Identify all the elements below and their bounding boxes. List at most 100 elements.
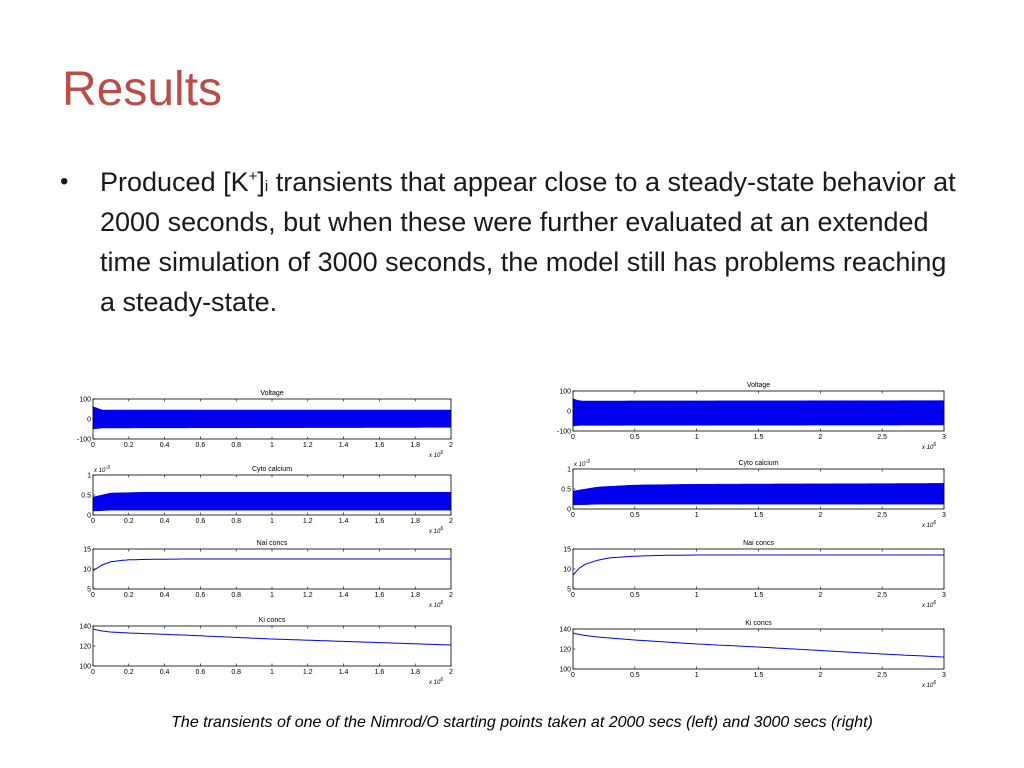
subplot-nai-concs: Nai concs 0 0.5 1 1.5 2 2.5 3 5 10 15 x 106 (563, 540, 946, 609)
bullet-item: • Produced [K+]i transients that appear … (60, 162, 960, 322)
x-tick-label: 3 (942, 512, 946, 519)
x-tick-label: 0.4 (160, 669, 170, 676)
x-tick-label: 1 (695, 592, 699, 599)
x-tick-label: 1.6 (375, 518, 385, 525)
axes-box (92, 625, 452, 667)
y-tick-label: 100 (79, 664, 91, 671)
x-tick-label: 0.8 (231, 592, 241, 599)
x-multiplier: x 106 (428, 450, 443, 459)
x-tick-label: 0.5 (630, 592, 640, 599)
x-tick-label: 3 (942, 592, 946, 599)
y-tick-label: -100 (557, 429, 571, 436)
subplot-title: Cyto calcium (252, 466, 292, 473)
y-tick-label: 0.5 (561, 487, 571, 494)
series-line (92, 628, 452, 646)
y-tick-label: 120 (79, 644, 91, 651)
y-tick-label: 0 (567, 507, 571, 514)
x-tick-label: 0 (91, 669, 95, 676)
bullet-subscript: i (264, 178, 269, 195)
y-scale-exponent: -3 (105, 465, 110, 471)
x-tick-label: 2 (818, 672, 822, 679)
x-tick-label: 1.2 (303, 442, 313, 449)
y-tick-label: 10 (83, 567, 91, 574)
y-tick-label: 0 (87, 417, 91, 424)
x-tick-label: 1.6 (375, 592, 385, 599)
x-tick-label: 1.4 (339, 442, 349, 449)
oscillation-band (92, 491, 452, 512)
y-tick-label: 100 (559, 389, 571, 396)
x-tick-label: 1.8 (410, 669, 420, 676)
x-tick-label: 1.4 (339, 669, 349, 676)
x-tick-label: 0.8 (231, 669, 241, 676)
x-tick-label: 2.5 (877, 672, 887, 679)
x-multiplier: x 106 (921, 442, 936, 451)
x-tick-label: 1.6 (375, 669, 385, 676)
x-tick-label: 1.2 (303, 592, 313, 599)
x-tick-label: 1.4 (339, 518, 349, 525)
x-tick-label: 1 (270, 442, 274, 449)
x-tick-label: 0.4 (160, 592, 170, 599)
series-line (92, 558, 451, 572)
figure-caption: The transients of one of the Nimrod/O st… (171, 714, 873, 731)
oscillation-band (572, 398, 945, 427)
subplot-title: Ki concs (745, 620, 772, 627)
y-tick-label: 100 (79, 397, 91, 404)
y-tick-label: 10 (563, 567, 571, 574)
subplot-ki-concs: Ki concs 0 0.5 1 1.5 2 2.5 3 100 120 140 x 106 (559, 620, 946, 689)
x-tick-label: 0.6 (196, 592, 206, 599)
x-tick-label: 0.6 (196, 518, 206, 525)
y-tick-label: 120 (559, 647, 571, 654)
x-tick-label: 2.5 (877, 592, 887, 599)
x-tick-label: 1.2 (303, 669, 313, 676)
x-multiplier-exponent: 6 (933, 680, 936, 686)
bullet-text: Produced [K+]i transients that appear cl… (100, 162, 960, 322)
x-tick-label: 2 (449, 669, 453, 676)
x-tick-label: 1.5 (754, 672, 764, 679)
y-scale-factor: x 10-3 (573, 459, 590, 468)
x-tick-label: 2 (449, 518, 453, 525)
x-tick-label: 0.2 (124, 518, 134, 525)
bullet-superscript: + (248, 168, 258, 185)
subplot-title: Nai concs (743, 540, 774, 547)
x-tick-label: 1.2 (303, 518, 313, 525)
x-multiplier-exponent: 6 (440, 450, 443, 456)
x-tick-label: 2 (818, 512, 822, 519)
x-tick-label: 2.5 (877, 512, 887, 519)
x-tick-label: 1 (695, 672, 699, 679)
x-tick-label: 0 (91, 442, 95, 449)
x-tick-label: 0.5 (630, 434, 640, 441)
x-multiplier: x 106 (921, 520, 936, 529)
bullet-text-before: Produced [K (100, 167, 249, 197)
x-tick-label: 0.8 (231, 518, 241, 525)
y-tick-label: 0 (567, 409, 571, 416)
x-tick-label: 2 (449, 592, 453, 599)
x-tick-label: 0.4 (160, 442, 170, 449)
y-scale-exponent: -3 (585, 459, 590, 465)
oscillation-band (92, 406, 452, 430)
x-tick-label: 0.2 (124, 592, 134, 599)
x-tick-label: 1 (695, 512, 699, 519)
x-tick-label: 2 (818, 592, 822, 599)
x-tick-label: 0.6 (196, 669, 206, 676)
y-tick-label: -100 (77, 437, 91, 444)
x-tick-label: 0 (91, 518, 95, 525)
x-multiplier-exponent: 6 (933, 600, 936, 606)
x-tick-label: 1 (270, 518, 274, 525)
x-multiplier: x 106 (921, 680, 936, 689)
x-tick-label: 1 (695, 434, 699, 441)
x-multiplier-exponent: 6 (440, 526, 443, 532)
subplot-cyto-calcium: Cyto calcium 0 0.2 0.4 0.6 0.8 1 1.2 1.4 1.6 1.8 2 0… (81, 465, 453, 535)
x-tick-label: 0.8 (231, 442, 241, 449)
y-tick-label: 15 (83, 547, 91, 554)
x-tick-label: 2.5 (877, 434, 887, 441)
x-tick-label: 1.5 (754, 512, 764, 519)
x-tick-label: 1.6 (375, 442, 385, 449)
x-tick-label: 0.6 (196, 442, 206, 449)
x-tick-label: 1.8 (410, 518, 420, 525)
x-tick-label: 0.5 (630, 512, 640, 519)
x-tick-label: 0 (91, 592, 95, 599)
x-multiplier: x 106 (428, 600, 443, 609)
oscillation-band (572, 483, 945, 506)
y-tick-label: 0.5 (81, 493, 91, 500)
